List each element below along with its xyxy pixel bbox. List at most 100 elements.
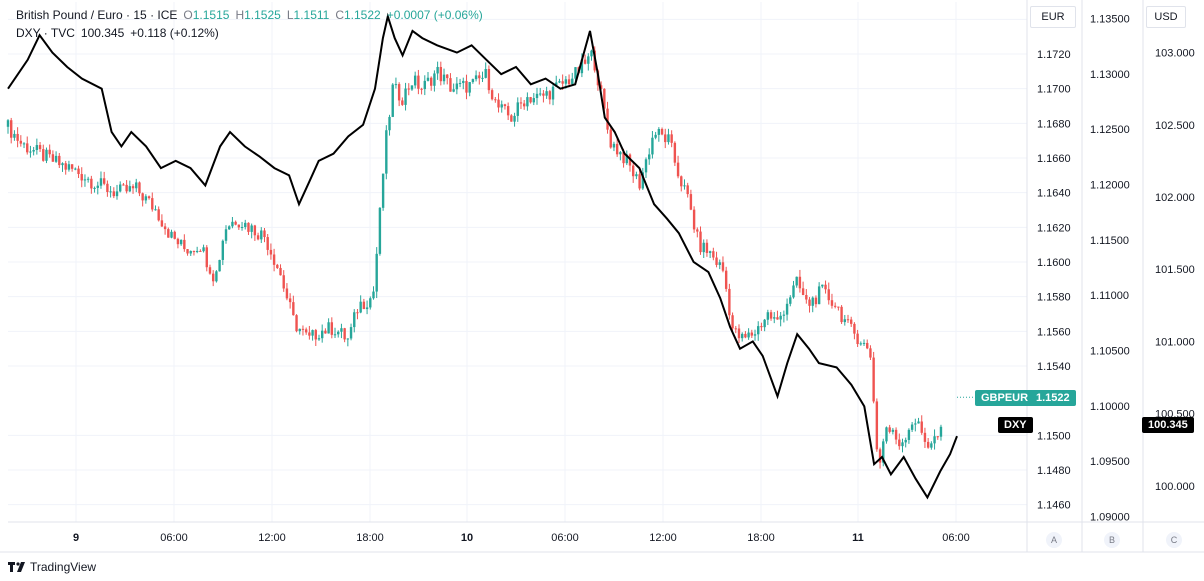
time-axis[interactable]: 9 06:00 12:00 18:00 10 06:00 12:00 18:00 11 06:00 [73,532,970,544]
price-axis-c[interactable]: 103.000102.500102.000101.500101.000100.5… [1155,48,1195,493]
candle-body [490,90,494,100]
axis-c-scale-button[interactable]: C [1166,532,1182,548]
candle-body [542,93,545,96]
axis-c-unit-button[interactable]: USD [1146,6,1186,28]
legend-dxy-name: DXY · TVC [16,26,75,40]
candle-body [712,251,715,258]
price-axis-a[interactable]: 1.17401.17201.17001.16801.16601.16401.16… [1037,14,1071,511]
candle-body [667,134,670,143]
legend-gbpeur-row[interactable]: British Pound / Euro · 15 · ICE O1.1515 … [16,6,483,24]
candle-body [513,115,516,122]
candle-body [349,327,353,339]
axis-a-tick-label: 1.1680 [1037,118,1071,130]
candle-body [269,249,273,255]
axis-a-tick-label: 1.1480 [1037,465,1071,477]
candle-body [859,343,863,345]
candle-body [260,230,263,240]
legend-dxy-val: 100.345 [80,26,125,40]
candle-body [862,342,866,344]
candle-body [465,80,468,93]
legend-dxy-row[interactable]: DXY · TVC 100.345 +0.118 (+0.12%) [16,24,483,42]
axis-a-tick-label: 1.1580 [1037,292,1071,304]
candle-body [872,357,875,402]
candle-body [478,75,481,79]
candle-body [558,81,561,83]
candle-body [686,185,689,195]
candle-body [571,78,574,85]
candle-body [221,240,225,260]
candle-body [522,103,526,107]
candle-body [808,299,811,306]
candle-body [404,88,407,105]
candle-body [439,66,443,82]
candle-body [673,142,677,163]
candle-body [228,226,231,230]
candle-body [744,333,747,338]
candle-body [551,86,555,100]
candle-body [837,306,840,308]
candle-body [301,328,305,330]
gbpeur-series-tag: GBPEUR [975,390,1035,406]
candle-body [423,80,426,90]
price-axis-b[interactable]: 1.13500 1.13000 1.12500 1.12000 1.11500 1.110… [1090,14,1130,524]
candle-body [930,443,933,448]
candle-body [125,184,128,192]
candle-body [288,298,292,303]
candle-body [901,442,904,447]
axis-b-tick-label: 1.11000 [1090,290,1129,302]
candle-body [372,291,375,299]
axis-b-tick-label: 1.10500 [1090,346,1130,358]
brand-name: TradingView [30,560,97,574]
candle-body [167,229,170,238]
candle-body [811,297,814,306]
candle-body [875,401,879,450]
candle-body [420,88,423,90]
candle-body [26,143,29,153]
candle-body [792,285,795,298]
candle-body [651,137,654,155]
axis-a-unit-button[interactable]: EUR [1030,6,1076,28]
candle-body [814,297,818,305]
candle-body [237,224,241,228]
candle-body [308,332,311,336]
candle-body [519,102,523,104]
candle-body [917,421,920,424]
candle-body [369,298,372,308]
candle-body [119,184,122,192]
candle-body [272,254,276,265]
candle-body [295,315,298,332]
candle-body [99,178,103,186]
candle-body [888,427,891,432]
candle-body [375,253,378,292]
candle-body [337,331,340,335]
candle-body [535,93,539,99]
candle-body [131,186,135,189]
candle-body [830,300,834,306]
candle-body [843,319,846,323]
candle-body [545,91,548,96]
legend-l-val: 1.1511 [293,8,330,22]
candle-body [285,288,289,299]
candle-body [54,155,58,162]
gbpeur-candles [6,46,943,469]
candle-body [247,222,250,232]
candle-body [526,97,529,107]
candle-body [631,165,635,177]
candle-body [644,159,648,173]
candle-body [144,196,148,201]
footer-brand[interactable]: TradingView [8,560,96,574]
candle-body [356,312,359,314]
candle-body [680,176,683,187]
axis-a-scale-button[interactable]: A [1046,532,1062,548]
candle-body [51,154,55,162]
candle-body [442,74,446,82]
axis-b-tick-label: 1.13500 [1090,14,1130,26]
candle-body [529,97,532,103]
candle-body [176,238,180,245]
candle-body [279,267,282,276]
candle-body [827,289,830,301]
candle-body [106,183,109,193]
axis-b-scale-button[interactable]: B [1104,532,1120,548]
